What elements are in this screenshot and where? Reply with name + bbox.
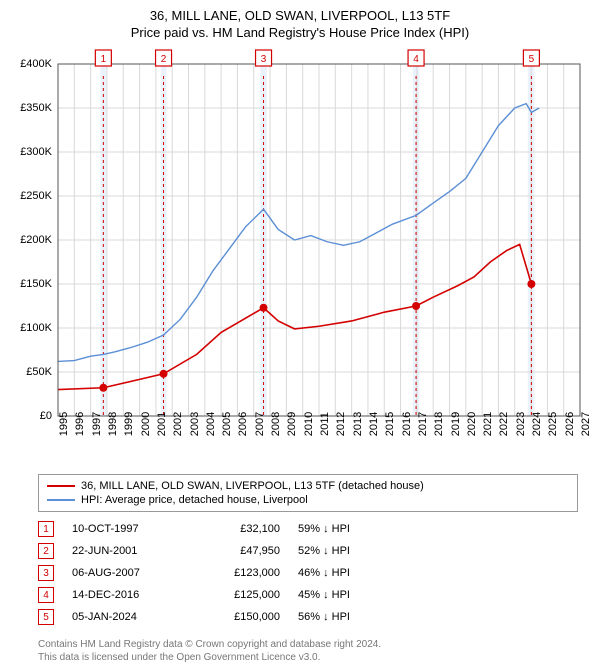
y-tick-label: £200K (20, 234, 52, 246)
legend-swatch (47, 499, 75, 501)
footnote: Contains HM Land Registry data © Crown c… (38, 638, 590, 664)
legend-label: HPI: Average price, detached house, Live… (81, 494, 308, 506)
y-tick-label: £400K (20, 58, 52, 70)
y-tick-label: £100K (20, 322, 52, 334)
marker-row-date: 22-JUN-2001 (72, 545, 182, 557)
svg-text:3: 3 (261, 54, 267, 65)
x-tick-label: 2004 (205, 412, 217, 436)
x-tick-label: 2016 (401, 412, 413, 436)
x-tick-label: 2026 (564, 412, 576, 436)
chart-subtitle: Price paid vs. HM Land Registry's House … (10, 25, 590, 40)
marker-row-price: £32,100 (200, 523, 280, 535)
x-tick-label: 2018 (433, 412, 445, 436)
marker-row-date: 14-DEC-2016 (72, 589, 182, 601)
x-tick-label: 2017 (417, 412, 429, 436)
marker-row-pct: 56% ↓ HPI (298, 611, 398, 623)
x-tick-label: 2023 (515, 412, 527, 436)
marker-table: 1 10-OCT-1997 £32,100 59% ↓ HPI 2 22-JUN-2001… (38, 518, 578, 628)
marker-row: 4 14-DEC-2016 £125,000 45% ↓ HPI (38, 584, 578, 606)
marker-row: 2 22-JUN-2001 £47,950 52% ↓ HPI (38, 540, 578, 562)
svg-text:2: 2 (161, 54, 167, 65)
legend-item: HPI: Average price, detached house, Live… (47, 493, 569, 507)
marker-row-date: 05-JAN-2024 (72, 611, 182, 623)
marker-row-badge: 2 (38, 543, 54, 559)
y-tick-label: £250K (20, 190, 52, 202)
x-tick-label: 2002 (172, 412, 184, 436)
x-tick-label: 2027 (580, 412, 592, 436)
legend-item: 36, MILL LANE, OLD SWAN, LIVERPOOL, L13 … (47, 479, 569, 493)
x-tick-label: 2008 (270, 412, 282, 436)
marker-row-date: 06-AUG-2007 (72, 567, 182, 579)
marker-row: 5 05-JAN-2024 £150,000 56% ↓ HPI (38, 606, 578, 628)
page-root: 36, MILL LANE, OLD SWAN, LIVERPOOL, L13 … (0, 0, 600, 672)
y-tick-label: £0 (40, 410, 52, 422)
footnote-line-1: Contains HM Land Registry data © Crown c… (38, 638, 590, 651)
x-tick-label: 2025 (547, 412, 559, 436)
marker-row-price: £125,000 (200, 589, 280, 601)
x-tick-label: 2021 (482, 412, 494, 436)
x-tick-label: 2014 (368, 412, 380, 436)
marker-row: 1 10-OCT-1997 £32,100 59% ↓ HPI (38, 518, 578, 540)
marker-row-badge: 3 (38, 565, 54, 581)
marker-row-pct: 52% ↓ HPI (298, 545, 398, 557)
x-tick-label: 2019 (450, 412, 462, 436)
y-tick-label: £150K (20, 278, 52, 290)
y-tick-label: £50K (26, 366, 52, 378)
x-tick-label: 2005 (221, 412, 233, 436)
marker-row: 3 06-AUG-2007 £123,000 46% ↓ HPI (38, 562, 578, 584)
marker-row-badge: 4 (38, 587, 54, 603)
x-tick-label: 1997 (91, 412, 103, 436)
marker-row-pct: 59% ↓ HPI (298, 523, 398, 535)
x-tick-label: 1996 (74, 412, 86, 436)
chart-area: 1 2 3 4 5 £0 £50K £100K £150K £200K £250K £300K £35… (10, 46, 590, 466)
x-tick-label: 2001 (156, 412, 168, 436)
x-tick-label: 2006 (237, 412, 249, 436)
x-tick-label: 2000 (140, 412, 152, 436)
x-tick-label: 2012 (335, 412, 347, 436)
marker-row-price: £123,000 (200, 567, 280, 579)
x-tick-label: 2010 (303, 412, 315, 436)
legend-swatch (47, 485, 75, 487)
x-tick-label: 2009 (286, 412, 298, 436)
x-tick-label: 2007 (254, 412, 266, 436)
line-chart-svg: 1 2 3 4 5 (10, 46, 590, 466)
marker-row-price: £47,950 (200, 545, 280, 557)
x-tick-label: 1998 (107, 412, 119, 436)
x-tick-label: 1999 (123, 412, 135, 436)
chart-title: 36, MILL LANE, OLD SWAN, LIVERPOOL, L13 … (10, 8, 590, 23)
marker-row-pct: 45% ↓ HPI (298, 589, 398, 601)
marker-row-badge: 5 (38, 609, 54, 625)
legend-label: 36, MILL LANE, OLD SWAN, LIVERPOOL, L13 … (81, 480, 424, 492)
x-tick-label: 2003 (189, 412, 201, 436)
x-tick-label: 2020 (466, 412, 478, 436)
x-tick-label: 2024 (531, 412, 543, 436)
y-tick-label: £350K (20, 102, 52, 114)
marker-row-date: 10-OCT-1997 (72, 523, 182, 535)
x-tick-label: 2015 (384, 412, 396, 436)
x-tick-label: 2013 (352, 412, 364, 436)
x-tick-label: 2011 (319, 412, 331, 436)
svg-text:4: 4 (413, 54, 419, 65)
y-tick-label: £300K (20, 146, 52, 158)
svg-text:5: 5 (529, 54, 535, 65)
marker-row-pct: 46% ↓ HPI (298, 567, 398, 579)
legend: 36, MILL LANE, OLD SWAN, LIVERPOOL, L13 … (38, 474, 578, 512)
marker-row-badge: 1 (38, 521, 54, 537)
x-tick-label: 2022 (498, 412, 510, 436)
footnote-line-2: This data is licensed under the Open Gov… (38, 651, 590, 664)
marker-row-price: £150,000 (200, 611, 280, 623)
x-tick-label: 1995 (58, 412, 70, 436)
svg-text:1: 1 (101, 54, 107, 65)
